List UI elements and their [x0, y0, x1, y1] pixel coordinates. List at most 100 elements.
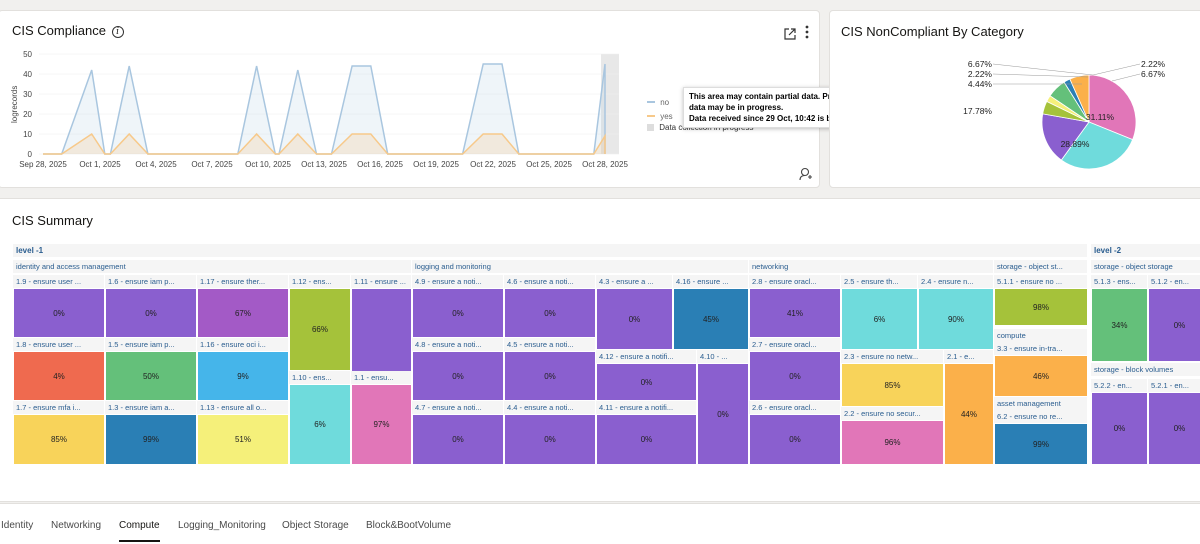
treemap-cell-label[interactable]: 2.8 - ensure oracl... — [749, 275, 841, 288]
treemap-cell[interactable]: 44% — [944, 363, 994, 465]
treemap-cell[interactable]: 99% — [105, 414, 197, 465]
treemap-cell-label[interactable]: 4.8 - ensure a noti... — [412, 338, 504, 351]
treemap-cell[interactable]: 0% — [1091, 392, 1148, 465]
treemap-cell-label[interactable]: 2.4 - ensure n... — [918, 275, 994, 288]
treemap-cell-label[interactable]: 4.4 - ensure a noti... — [504, 401, 596, 414]
legend-yes[interactable]: yes — [647, 112, 673, 121]
treemap-group-object-storage[interactable]: storage - object st... — [994, 260, 1088, 273]
treemap-cell[interactable]: 46% — [994, 355, 1088, 397]
treemap-cell-label[interactable]: 1.16 - ensure oci i... — [197, 338, 289, 351]
treemap-cell[interactable]: 0% — [1148, 392, 1200, 465]
treemap-cell[interactable]: 4% — [13, 351, 105, 401]
treemap-cell-label[interactable]: 5.1.2 - en... — [1148, 275, 1200, 288]
treemap-cell-label[interactable]: 1.5 - ensure iam p... — [105, 338, 197, 351]
treemap-cell-label[interactable]: 4.6 - ensure a noti... — [504, 275, 596, 288]
treemap-cell[interactable]: 0% — [1148, 288, 1200, 362]
treemap-cell-label[interactable]: 5.1.3 - ens... — [1091, 275, 1148, 288]
treemap-cell-label[interactable]: 1.12 - ens... — [289, 275, 351, 288]
more-vertical-icon[interactable] — [804, 25, 810, 39]
treemap-group-networking[interactable]: networking — [749, 260, 994, 273]
treemap-cell-label[interactable]: 5.2.1 - en... — [1148, 379, 1200, 392]
user-search-icon[interactable] — [799, 167, 813, 181]
treemap-cell[interactable]: 96% — [841, 420, 944, 465]
treemap-cell[interactable]: 98% — [994, 288, 1088, 326]
treemap-cell[interactable]: 66% — [289, 288, 351, 371]
tab-block-boot-volume[interactable]: Block&BootVolume — [366, 520, 452, 531]
treemap-cell[interactable]: 0% — [504, 351, 596, 401]
treemap-cell[interactable]: 41% — [749, 288, 841, 338]
treemap-cell[interactable]: 0% — [697, 363, 749, 465]
treemap-cell-label[interactable]: 2.3 - ensure no netw... — [841, 350, 944, 363]
treemap-cell[interactable]: 51% — [197, 414, 289, 465]
treemap-cell-label[interactable]: 4.5 - ensure a noti... — [504, 338, 596, 351]
treemap-cell[interactable]: 0% — [412, 288, 504, 338]
treemap-cell-label[interactable]: 2.7 - ensure oracl... — [749, 338, 841, 351]
treemap-cell-label[interactable]: 1.8 - ensure user ... — [13, 338, 105, 351]
treemap-cell-label[interactable]: 4.16 - ensure ... — [673, 275, 749, 288]
treemap-level-1[interactable]: level -1 — [13, 244, 1088, 257]
tab-object-storage[interactable]: Object Storage — [282, 520, 349, 531]
treemap-cell-label[interactable]: 2.6 - ensure oracl... — [749, 401, 841, 414]
treemap-cell-label[interactable]: 5.1.1 - ensure no ... — [994, 275, 1088, 288]
pie-slice[interactable] — [1041, 113, 1090, 161]
treemap-cell-label[interactable]: 4.10 - ... — [697, 350, 749, 363]
treemap-cell-label[interactable]: 3.3 - ensure in-tra... — [994, 342, 1088, 355]
treemap-cell-label[interactable]: 4.3 - ensure a ... — [596, 275, 673, 288]
treemap-cell[interactable]: 67% — [197, 288, 289, 338]
treemap-cell[interactable]: 85% — [13, 414, 105, 465]
treemap-group-block-volumes[interactable]: storage - block volumes — [1091, 363, 1200, 376]
pie-slice[interactable] — [1088, 74, 1137, 141]
treemap-cell-label[interactable]: 1.10 - ens... — [289, 371, 351, 384]
pie-slice[interactable] — [1060, 121, 1134, 170]
treemap-cell-label[interactable]: 1.17 - ensure ther... — [197, 275, 289, 288]
treemap-cell[interactable]: 0% — [504, 414, 596, 465]
info-icon[interactable]: i — [111, 26, 124, 38]
treemap-cell[interactable]: 45% — [673, 288, 749, 350]
treemap-cell-label[interactable]: 1.13 - ensure all o... — [197, 401, 289, 414]
treemap-cell[interactable]: 97% — [351, 384, 412, 465]
treemap-cell[interactable]: 90% — [918, 288, 994, 350]
treemap-cell-label[interactable]: 2.5 - ensure th... — [841, 275, 918, 288]
treemap-group-iam[interactable]: identity and access management — [13, 260, 412, 273]
treemap-cell-label[interactable]: 5.2.2 - en... — [1091, 379, 1148, 392]
treemap-cell-label[interactable]: 1.1 - ensu... — [351, 371, 412, 384]
treemap-cell[interactable]: 0% — [596, 363, 697, 401]
tab-logging-monitoring[interactable]: Logging_Monitoring — [178, 520, 266, 531]
treemap-cell[interactable]: 34% — [1091, 288, 1148, 362]
treemap-cell-label[interactable]: 1.3 - ensure iam a... — [105, 401, 197, 414]
treemap-cell[interactable]: 9% — [197, 351, 289, 401]
treemap-cell[interactable]: 85% — [841, 363, 944, 407]
treemap-cell-label[interactable]: 6.2 - ensure no re... — [994, 410, 1088, 423]
pie-slice[interactable] — [1069, 74, 1090, 123]
treemap-cell[interactable]: 0% — [504, 288, 596, 338]
treemap-cell[interactable]: 6% — [289, 384, 351, 465]
treemap-cell[interactable]: 0% — [105, 288, 197, 338]
treemap-cell[interactable]: 0% — [13, 288, 105, 338]
treemap-group-compute[interactable]: compute — [994, 329, 1088, 342]
treemap-cell[interactable]: 0% — [749, 351, 841, 401]
treemap-cell[interactable]: 0% — [412, 351, 504, 401]
treemap-cell[interactable]: 0% — [412, 414, 504, 465]
tab-compute[interactable]: Compute — [119, 520, 160, 542]
treemap-cell[interactable]: 0% — [596, 288, 673, 350]
open-external-icon[interactable] — [783, 27, 797, 41]
treemap-cell-label[interactable]: 4.12 - ensure a notifi... — [596, 350, 697, 363]
treemap-group-asset[interactable]: asset management — [994, 397, 1088, 410]
treemap-cell[interactable]: 0% — [596, 414, 697, 465]
treemap-cell-label[interactable]: 2.1 - e... — [944, 350, 994, 363]
treemap-cell-label[interactable]: 4.7 - ensure a noti... — [412, 401, 504, 414]
treemap-cell-label[interactable]: 1.9 - ensure user ... — [13, 275, 105, 288]
treemap-cell-label[interactable]: 4.9 - ensure a noti... — [412, 275, 504, 288]
treemap-cell-label[interactable]: 1.7 - ensure mfa i... — [13, 401, 105, 414]
treemap-cell[interactable]: 6% — [841, 288, 918, 350]
treemap-level-2[interactable]: level -2 — [1091, 244, 1200, 257]
legend-no[interactable]: no — [647, 98, 669, 107]
treemap-cell[interactable]: 99% — [994, 423, 1088, 465]
treemap-cell-label[interactable]: 2.2 - ensure no secur... — [841, 407, 944, 420]
treemap-cell-label[interactable]: 1.11 - ensure ... — [351, 275, 412, 288]
tab-networking[interactable]: Networking — [51, 520, 102, 531]
treemap-group-object-storage-2[interactable]: storage - object storage — [1091, 260, 1200, 273]
tab-identity[interactable]: Identity — [1, 520, 34, 531]
treemap-group-logging[interactable]: logging and monitoring — [412, 260, 749, 273]
treemap-cell[interactable]: 0% — [749, 414, 841, 465]
